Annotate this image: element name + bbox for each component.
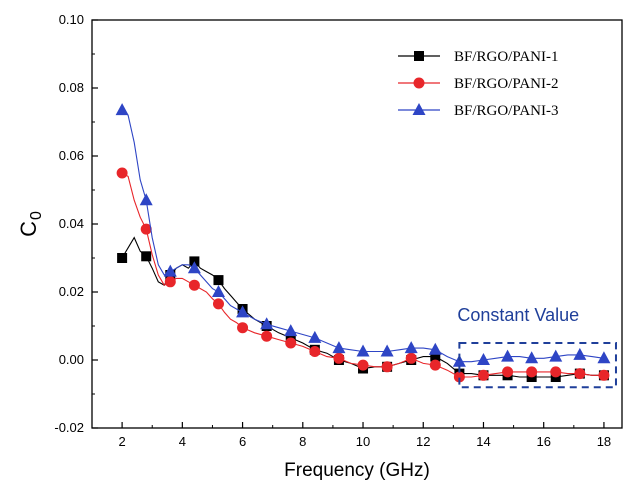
data-point [188,279,200,291]
ticks: 2 4 6 8 10 12 14 16 18 -0.02 0.00 0.02 0.04 0.06 0.08 0… [54,12,611,449]
data-point [356,344,370,357]
data-point [213,275,224,286]
x-tick-label: 12 [416,434,430,449]
x-tick-label: 2 [118,434,125,449]
data-point [139,193,153,206]
legend-item-3: BF/RGO/PANI-3 [398,103,558,119]
legend-label: BF/RGO/PANI-3 [454,103,558,119]
series-3 [115,103,611,367]
y-tick-label: 0.00 [59,352,84,367]
data-point [380,344,394,357]
data-point [357,359,369,371]
y-axis-label: C0 [16,211,45,237]
data-point [332,341,346,354]
x-tick-label: 6 [239,434,246,449]
y-tick-label: 0.04 [59,216,84,231]
data-point [308,330,322,343]
data-point [237,322,249,334]
y-tick-label: 0.10 [59,12,84,27]
data-point [261,330,273,342]
data-point [574,368,586,380]
data-point [453,371,465,383]
x-tick-label: 16 [536,434,550,449]
data-point [116,167,128,179]
x-tick-label: 8 [299,434,306,449]
data-point [597,351,611,364]
x-tick-label: 10 [356,434,370,449]
legend-label: BF/RGO/PANI-1 [454,49,558,65]
data-point [140,223,152,235]
data-point [141,251,152,262]
data-point [333,352,345,364]
data-point [260,317,274,330]
series [115,103,611,383]
data-point [430,351,441,362]
legend-item-2: BF/RGO/PANI-2 [398,76,558,92]
data-point [598,369,610,381]
data-point [573,347,587,360]
constant-value-box [458,342,617,389]
data-point [525,351,539,364]
data-point [212,298,224,310]
y-tick-label: 0.08 [59,80,84,95]
y-axis-label-main: C [16,221,41,237]
data-point [452,354,466,367]
data-point [476,353,490,365]
legend-marker [414,51,424,61]
legend: BF/RGO/PANI-1 BF/RGO/PANI-2 BF/RGO/PANI-3 [398,49,558,119]
data-point [117,253,128,263]
legend-marker [413,77,425,89]
data-point [284,324,298,337]
legend-label: BF/RGO/PANI-2 [454,76,558,92]
data-point [502,366,514,378]
data-point [404,341,418,354]
data-point [549,349,563,362]
y-axis-label-subscript: 0 [28,211,45,220]
data-point [428,342,442,355]
data-point [526,366,538,378]
data-point [309,346,321,357]
x-tick-label: 18 [597,434,611,449]
data-point [164,276,176,288]
data-point [429,359,441,371]
constant-value-label: Constant Value [457,305,579,325]
data-point [550,366,562,378]
data-point [163,264,177,277]
data-point [381,361,393,373]
annotation: Constant Value [457,305,617,389]
legend-marker [412,103,426,115]
x-tick-label: 14 [476,434,490,449]
data-point [285,337,297,349]
x-axis-label: Frequency (GHz) [284,460,430,481]
data-point [236,305,250,318]
y-tick-label: -0.02 [54,420,84,435]
data-point [211,285,225,297]
y-tick-label: 0.02 [59,284,84,299]
data-point [477,369,489,381]
data-point [115,103,129,116]
data-point [501,349,515,362]
y-tick-label: 0.06 [59,148,84,163]
data-point [187,261,201,274]
x-tick-label: 4 [179,434,186,449]
legend-item-1: BF/RGO/PANI-1 [398,49,558,65]
series-2 [116,167,610,383]
data-point [405,352,417,364]
